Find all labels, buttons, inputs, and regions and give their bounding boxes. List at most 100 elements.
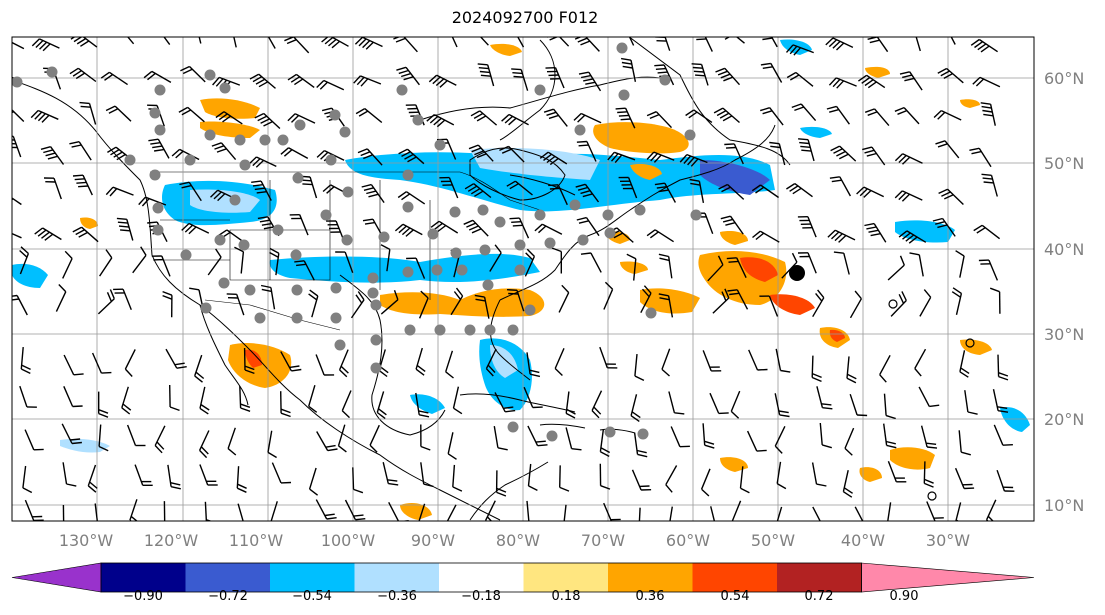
wind-barb-feather xyxy=(654,64,665,67)
wind-barb xyxy=(774,425,786,447)
wind-barb-feather xyxy=(441,34,451,35)
wind-barb xyxy=(91,352,103,374)
wind-barb xyxy=(523,386,534,408)
station-dot xyxy=(534,84,546,96)
wind-barb-feather xyxy=(286,39,297,45)
wind-barb-feather xyxy=(429,115,439,124)
lon-label: 40°W xyxy=(841,531,885,550)
wind-barb-feather xyxy=(578,144,589,147)
wind-barb-feather xyxy=(755,186,765,194)
wind-barb-feather xyxy=(658,293,669,297)
wind-barb-feather xyxy=(251,180,262,183)
wind-barb-feather xyxy=(529,369,540,374)
wind-barb-feather xyxy=(762,110,773,115)
wind-barb-feather xyxy=(22,487,33,494)
wind-barb xyxy=(776,506,783,521)
wind-barb-feather xyxy=(215,111,225,119)
wind-barb-feather xyxy=(394,223,404,232)
wind-barb-feather xyxy=(75,229,85,236)
colorbar-segment xyxy=(270,563,355,592)
station-dot xyxy=(577,234,589,246)
wind-barb-feather xyxy=(825,37,834,46)
wind-barb-feather xyxy=(637,453,648,458)
wind-barb xyxy=(198,37,202,44)
wind-barb-feather xyxy=(670,524,679,529)
wind-barb-feather xyxy=(751,184,761,192)
wind-barb xyxy=(776,461,782,484)
wind-barb-feather xyxy=(503,28,513,30)
wind-barb-feather xyxy=(187,25,197,26)
wind-barb xyxy=(82,37,98,48)
wind-barb xyxy=(661,348,671,370)
wind-barb-feather xyxy=(725,146,736,149)
wind-barb-feather xyxy=(400,72,412,78)
wind-barb-feather xyxy=(0,39,4,46)
wind-barb-feather xyxy=(864,79,874,87)
wind-barb-feather xyxy=(363,187,374,191)
wind-barb-feather xyxy=(176,366,187,369)
wind-barb-feather xyxy=(717,255,724,266)
wind-barb-feather xyxy=(294,78,304,86)
colorbar-tick: −0.72 xyxy=(208,589,248,604)
wind-barb-feather xyxy=(997,410,1009,413)
station-dot xyxy=(330,312,342,324)
station-dot xyxy=(464,324,476,336)
wind-barb xyxy=(447,432,454,454)
wind-barb-feather xyxy=(184,224,193,233)
station-dot xyxy=(244,284,256,296)
wind-barb-feather xyxy=(254,112,265,119)
wind-barb-feather xyxy=(118,225,130,228)
wind-barb xyxy=(270,501,278,521)
wind-barb xyxy=(768,295,779,317)
wind-barb-feather xyxy=(827,229,836,238)
colorbar-segment xyxy=(861,562,1035,593)
station-dot xyxy=(450,247,462,259)
wind-barb-feather xyxy=(513,75,524,78)
wind-barb-feather xyxy=(650,153,659,162)
wind-barb xyxy=(638,507,641,521)
wind-barb-feather xyxy=(327,448,338,452)
wind-barb-feather xyxy=(937,143,948,148)
wind-barb-feather xyxy=(470,188,481,195)
lon-label: 80°W xyxy=(496,531,540,550)
wind-barb-feather xyxy=(943,72,953,80)
wind-barb-feather xyxy=(564,527,573,532)
wind-barb xyxy=(418,503,426,521)
coastlines xyxy=(12,37,791,521)
wind-barb-feather xyxy=(626,253,637,260)
lat-axis-labels: 60°N 50°N 40°N 30°N 20°N 10°N xyxy=(1044,69,1084,515)
wind-barb-feather xyxy=(76,181,87,184)
wind-barb-feather xyxy=(505,409,516,413)
wind-barb-feather xyxy=(902,156,911,165)
wind-barb-feather xyxy=(212,76,220,86)
wind-barb-feather xyxy=(926,442,937,445)
wind-barb-feather xyxy=(857,414,868,417)
wind-barb-feather xyxy=(20,368,31,375)
wind-barb xyxy=(628,37,635,46)
wind-barb-feather xyxy=(263,120,273,127)
wind-barb-feather xyxy=(104,73,114,81)
wind-barb xyxy=(700,468,711,490)
wind-barb-feather xyxy=(727,289,738,292)
wind-barb-feather xyxy=(659,297,670,301)
wind-barb-feather xyxy=(846,373,857,380)
wind-barb-feather xyxy=(364,221,376,225)
wind-barb-feather xyxy=(37,229,47,237)
wind-barb-feather xyxy=(715,67,726,73)
lon-label: 30°W xyxy=(926,531,970,550)
map-title: 2024092700 F012 xyxy=(451,8,599,27)
wind-barb-feather xyxy=(75,72,86,80)
wind-barb-feather xyxy=(110,27,119,30)
wind-barb xyxy=(959,255,965,278)
wind-barb-feather xyxy=(476,153,487,159)
wind-barb-feather xyxy=(147,221,158,224)
wind-barb-feather xyxy=(509,217,520,220)
wind-barb-feather xyxy=(64,523,73,526)
wind-barb-feather xyxy=(769,141,780,145)
wind-barb-feather xyxy=(468,144,479,150)
wind-barb-feather xyxy=(760,62,771,66)
station-dot xyxy=(604,227,616,239)
wind-barb-feather xyxy=(138,196,146,206)
wind-barb-feather xyxy=(341,410,350,419)
wind-barb xyxy=(554,348,565,369)
